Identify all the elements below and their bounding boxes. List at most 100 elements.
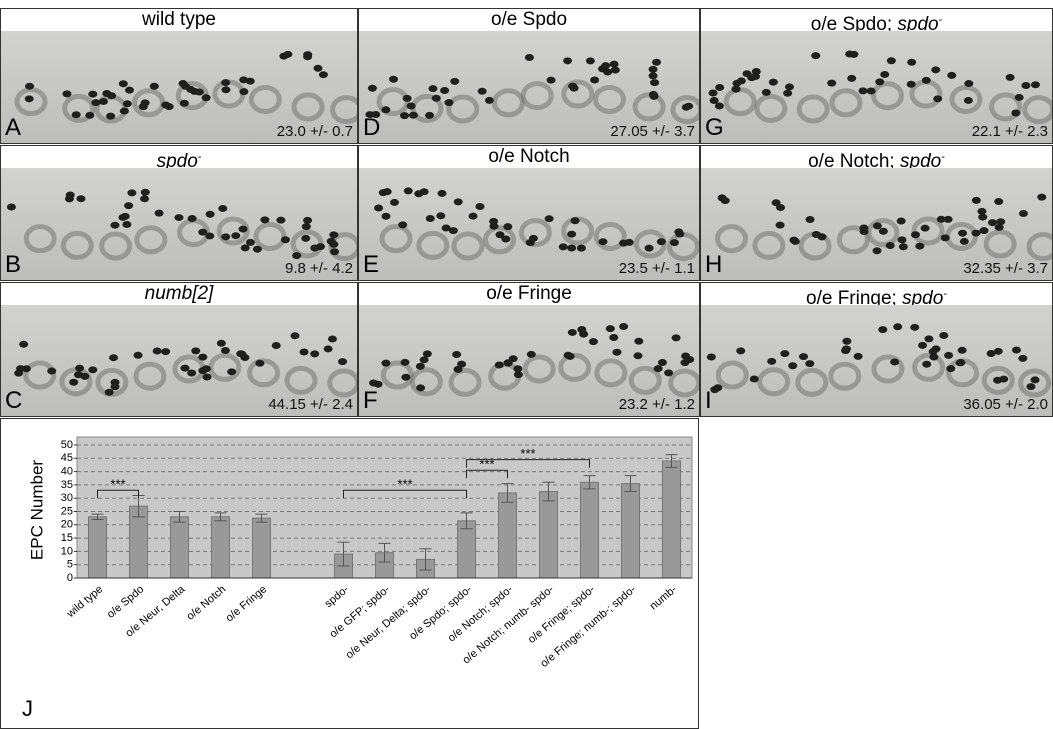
- nucleus: [929, 353, 939, 361]
- nucleus: [425, 111, 435, 119]
- nucleus: [706, 353, 716, 361]
- nucleus: [127, 189, 137, 197]
- nucleus: [656, 238, 666, 246]
- panel: o/e Spdo; spdo- G 22.1 +/- 2.3: [700, 8, 1053, 144]
- significance-label: ***: [520, 446, 535, 461]
- nucleus: [963, 96, 973, 104]
- micrograph-art: [708, 50, 1052, 125]
- panel-letter: F: [363, 387, 378, 414]
- nucleus: [187, 369, 197, 377]
- cell-cluster: [667, 232, 699, 262]
- micrograph-art: [374, 187, 699, 262]
- title-part: o/e Fringe;: [806, 288, 903, 309]
- nucleus: [255, 359, 265, 367]
- micrograph: A 23.0 +/- 0.7: [1, 31, 357, 143]
- title-part: o/e Spdo: [490, 9, 568, 30]
- nucleus: [280, 236, 290, 244]
- cell-cluster: [23, 360, 57, 390]
- nucleus: [106, 112, 116, 120]
- nucleus: [890, 358, 900, 366]
- panel-stat: 23.5 +/- 1.1: [618, 260, 695, 277]
- nucleus: [161, 348, 171, 356]
- nucleus: [526, 350, 536, 358]
- nucleus: [69, 378, 79, 386]
- nucleus: [133, 351, 143, 359]
- bar: [457, 520, 476, 579]
- title-part: spdo: [156, 151, 198, 172]
- nucleus: [612, 348, 622, 356]
- nucleus: [994, 198, 1004, 206]
- nucleus: [736, 347, 746, 355]
- nucleus: [1026, 383, 1036, 391]
- nucleus: [731, 85, 741, 93]
- nucleus: [378, 189, 388, 197]
- nucleus: [149, 82, 159, 90]
- nucleus: [91, 99, 101, 107]
- nucleus: [986, 349, 996, 357]
- nucleus: [993, 376, 1003, 384]
- cell-cluster: [330, 95, 357, 125]
- nucleus: [907, 58, 917, 66]
- nucleus: [845, 50, 855, 58]
- nucleus: [122, 100, 132, 108]
- micrograph-art: [14, 332, 357, 398]
- cell-cluster: [1022, 95, 1052, 125]
- nucleus: [381, 359, 391, 367]
- panel-letter: C: [5, 387, 23, 414]
- nucleus: [104, 388, 114, 396]
- significance-bracket: [343, 489, 467, 499]
- cell-cluster: [247, 358, 281, 388]
- nucleus: [609, 60, 619, 68]
- y-tick-label: 10: [61, 545, 73, 557]
- significance-label: ***: [397, 477, 412, 492]
- nucleus: [227, 368, 237, 376]
- nucleus: [994, 223, 1004, 231]
- nucleus: [47, 367, 57, 375]
- nucleus: [710, 386, 720, 394]
- micrograph: C 44.15 +/- 2.4: [1, 305, 357, 416]
- x-tick-label: wild type: [64, 583, 105, 620]
- panel: o/e Notch; spdo- H 32.35 +/- 3.7: [700, 145, 1053, 281]
- nucleus: [323, 345, 333, 353]
- nucleus: [402, 94, 412, 102]
- cell-cluster: [911, 216, 945, 246]
- nucleus: [993, 347, 1003, 355]
- nucleus: [216, 339, 226, 347]
- nucleus: [501, 235, 511, 243]
- error-bar: [624, 475, 637, 493]
- micrograph: F 23.2 +/- 1.2: [359, 305, 699, 416]
- bar: [662, 460, 681, 579]
- cell-cluster: [949, 84, 983, 114]
- nucleus: [1005, 73, 1015, 81]
- nucleus: [371, 111, 381, 119]
- nucleus: [441, 224, 451, 232]
- cell-cluster: [379, 224, 413, 254]
- nucleus: [558, 243, 568, 251]
- cell-cluster: [983, 229, 1017, 259]
- title-part: o/e Notch: [488, 146, 570, 167]
- nucleus: [513, 371, 523, 379]
- significance-label: ***: [110, 477, 125, 492]
- error-bar: [378, 542, 391, 563]
- nucleus: [271, 342, 281, 350]
- nucleus: [648, 90, 658, 98]
- nucleus: [448, 227, 458, 235]
- nucleus: [437, 189, 447, 197]
- nucleus: [109, 354, 119, 362]
- nucleus: [906, 80, 916, 88]
- nucleus: [329, 231, 339, 239]
- cell-cluster: [981, 365, 1015, 395]
- cell-cluster: [871, 354, 905, 384]
- bar: [88, 516, 107, 579]
- nucleus: [400, 112, 410, 120]
- nucleus: [330, 248, 340, 256]
- cell-cluster: [483, 225, 517, 255]
- nucleus: [878, 227, 888, 235]
- cell-cluster: [558, 352, 592, 382]
- nucleus: [708, 89, 718, 97]
- bar: [170, 516, 189, 579]
- cell-cluster: [23, 224, 57, 254]
- nucleus: [1011, 109, 1021, 117]
- nucleus: [389, 198, 399, 206]
- micrograph-art: [369, 322, 699, 398]
